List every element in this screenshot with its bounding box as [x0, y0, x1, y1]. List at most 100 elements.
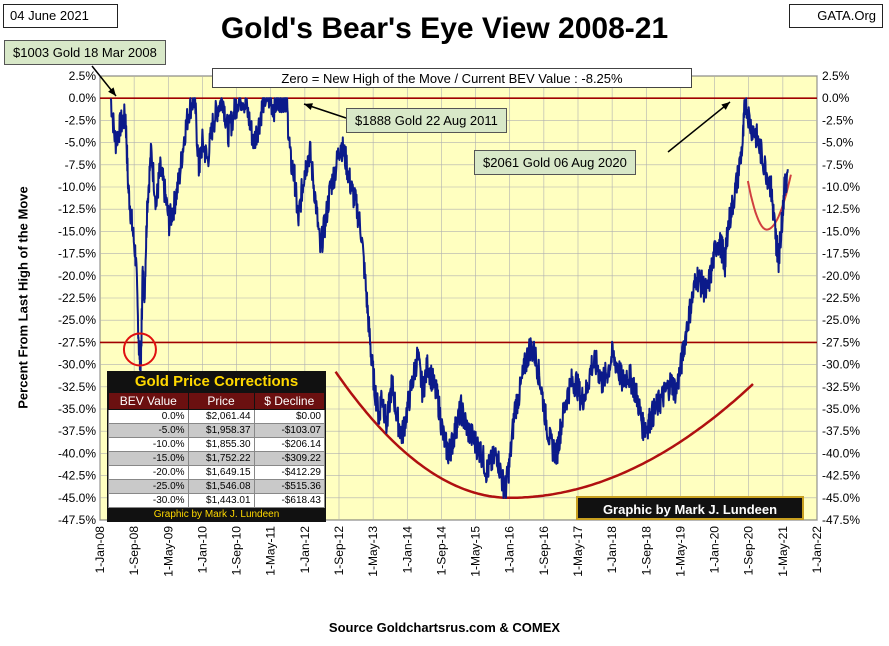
y-tick-label-left: -35.0% — [58, 402, 96, 416]
corrections-cell: -30.0% — [108, 493, 189, 508]
corrections-cell: -5.0% — [108, 423, 189, 438]
bev-series-line — [109, 97, 789, 499]
corrections-cell: -15.0% — [108, 451, 189, 466]
source-note: Source Goldchartsrus.com & COMEX — [328, 620, 561, 635]
y-tick-label-right: -2.5% — [822, 113, 854, 127]
arrow-2011-high-head — [304, 103, 313, 110]
y-tick-label-right: -40.0% — [822, 446, 860, 460]
x-tick-label: 1-May-17 — [571, 526, 585, 577]
y-tick-label-right: -27.5% — [822, 335, 860, 349]
corrections-footer: Graphic by Mark J. Lundeen — [108, 508, 325, 521]
corrections-table: Gold Price Corrections BEV Value Price $ D… — [107, 371, 326, 522]
y-tick-label-right: 0.0% — [822, 91, 850, 105]
y-tick-label-left: -32.5% — [58, 380, 96, 394]
y-tick-label-left: -40.0% — [58, 446, 96, 460]
x-tick-label: 1-Sep-18 — [639, 526, 653, 576]
x-tick-label: 1-Sep-20 — [742, 526, 756, 576]
y-tick-label-right: -15.0% — [822, 224, 860, 238]
corrections-cell: 0.0% — [108, 409, 189, 424]
x-tick-label: 1-Jan-18 — [605, 526, 619, 574]
y-tick-label-right: -10.0% — [822, 180, 860, 194]
y-tick-label-left: -17.5% — [58, 247, 96, 261]
site-label: GATA.Org — [789, 4, 883, 28]
x-tick-label: 1-Sep-16 — [537, 526, 551, 576]
corrections-cell: -10.0% — [108, 437, 189, 452]
x-tick-label: 1-May-19 — [673, 526, 687, 577]
x-axis: 1-Jan-08 1-Sep-08 1-May-09 1-Jan-10 1-Sep-10… — [93, 526, 824, 577]
series-layer — [109, 97, 789, 499]
corrections-cell: -$515.36 — [253, 479, 326, 494]
y-tick-label-left: -27.5% — [58, 335, 96, 349]
y-tick-label-left: -30.0% — [58, 358, 96, 372]
corrections-header-cell: Price — [187, 392, 255, 410]
x-tick-label: 1-Jan-12 — [298, 526, 312, 574]
arrow-2020-high-head — [721, 102, 730, 110]
corrections-row: -25.0% $1,546.08 -$515.36 — [108, 479, 326, 494]
x-tick-label: 1-May-09 — [161, 526, 175, 577]
y-tick-label-right: -5.0% — [822, 136, 854, 150]
y-tick-label-right: -7.5% — [822, 158, 854, 172]
date-label: 04 June 2021 — [3, 4, 118, 28]
x-tick-label: 1-May-21 — [776, 526, 790, 577]
credit-box: Graphic by Mark J. Lundeen — [576, 496, 804, 520]
corrections-cell: $2,061.44 — [187, 409, 255, 424]
y-tick-label-right: -25.0% — [822, 313, 860, 327]
corrections-cell: -25.0% — [108, 479, 189, 494]
corrections-cell: $1,958.37 — [187, 423, 255, 438]
y-tick-label-left: -15.0% — [58, 224, 96, 238]
x-tick-label: 1-Sep-14 — [434, 526, 448, 576]
y-tick-label-left: -12.5% — [58, 202, 96, 216]
low-circle-marker — [122, 332, 157, 367]
corrections-header-cell: BEV Value — [108, 392, 189, 410]
y-tick-label-right: -42.5% — [822, 469, 860, 483]
y-tick-label-left: -37.5% — [58, 424, 96, 438]
y-tick-label-left: -45.0% — [58, 491, 96, 505]
bowl-curve — [334, 371, 754, 500]
corrections-cell: -$412.29 — [253, 465, 326, 480]
callout-2020-high: $2061 Gold 06 Aug 2020 — [474, 150, 636, 175]
y-tick-label-left: -25.0% — [58, 313, 96, 327]
y-tick-label-right: -17.5% — [822, 247, 860, 261]
y-tick-label-left: -20.0% — [58, 269, 96, 283]
y-tick-label-right: -12.5% — [822, 202, 860, 216]
y-tick-label-right: -30.0% — [822, 358, 860, 372]
corrections-cell: -$618.43 — [253, 493, 326, 508]
y-axis-title: Percent From Last High of the Move — [15, 186, 31, 409]
corrections-cell: $1,443.01 — [187, 493, 255, 508]
y-tick-label-right: -32.5% — [822, 380, 860, 394]
corrections-cell: -20.0% — [108, 465, 189, 480]
corrections-row: -30.0% $1,443.01 -$618.43 — [108, 493, 326, 508]
corrections-cell: $0.00 — [253, 409, 326, 424]
x-tick-label: 1-Jan-20 — [708, 526, 722, 574]
x-tick-label: 1-Sep-12 — [332, 526, 346, 576]
corrections-row: -5.0% $1,958.37 -$103.07 — [108, 423, 326, 438]
y-tick-label-right: 2.5% — [822, 69, 850, 83]
y-tick-label-left: -10.0% — [58, 180, 96, 194]
x-tick-label: 1-Sep-08 — [127, 526, 141, 576]
y-tick-label-right: -35.0% — [822, 402, 860, 416]
y-tick-label-left: -42.5% — [58, 469, 96, 483]
corrections-header-cell: $ Decline — [253, 392, 326, 410]
x-tick-label: 1-Sep-10 — [230, 526, 244, 576]
x-tick-label: 1-Jan-14 — [400, 526, 414, 574]
y-tick-label-left: -47.5% — [58, 513, 96, 527]
y-axis-right: 2.5% 0.0% -2.5% -5.0% -7.5% -10.0% -12.5% -15.0… — [822, 69, 860, 527]
x-tick-label: 1-May-11 — [264, 526, 278, 576]
callout-2011-high: $1888 Gold 22 Aug 2011 — [346, 108, 507, 133]
y-tick-label-right: -37.5% — [822, 424, 860, 438]
y-tick-label-right: -22.5% — [822, 291, 860, 305]
corrections-cell: -$103.07 — [253, 423, 326, 438]
corrections-row: -15.0% $1,752.22 -$309.22 — [108, 451, 326, 466]
x-tick-label: 1-Jan-08 — [93, 526, 107, 574]
y-axis-left: 2.5% 0.0% -2.5% -5.0% -7.5% -10.0% -12.5% -15.0… — [58, 69, 96, 527]
arrow-2008-high-head — [108, 87, 116, 96]
annotation-marks — [91, 65, 731, 367]
y-tick-label-right: -47.5% — [822, 513, 860, 527]
corrections-cell: $1,546.08 — [187, 479, 255, 494]
arrow-2020-high — [667, 101, 731, 153]
y-tick-label-left: 2.5% — [69, 69, 97, 83]
y-tick-label-left: -5.0% — [65, 136, 97, 150]
corrections-cell: $1,855.30 — [187, 437, 255, 452]
reference-lines — [100, 97, 817, 344]
x-tick-label: 1-Jan-22 — [810, 526, 824, 574]
